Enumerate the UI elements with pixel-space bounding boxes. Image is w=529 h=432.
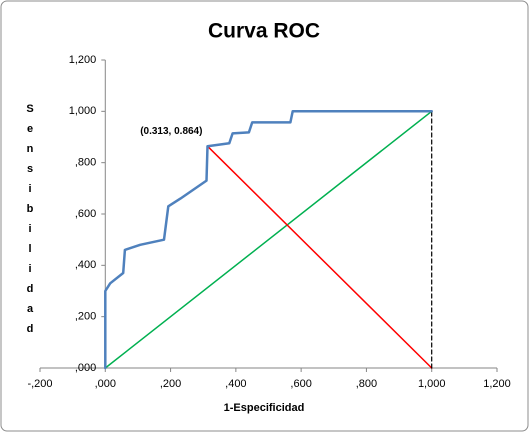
y-axis-title: Sensibilidad <box>24 103 36 343</box>
annotation: (0.313, 0.864) <box>140 126 202 137</box>
x-tick-label: 1,000 <box>418 378 446 390</box>
plot-area: ,000 ,200 ,400 ,600 ,800 1,000 1,200 -,200 ,000,… <box>27 54 510 390</box>
chart-title: Curva ROC <box>208 20 320 43</box>
series-line <box>104 110 433 369</box>
x-tick-label: ,400 <box>225 378 246 390</box>
y-tick-label: ,000 <box>75 362 96 374</box>
x-tick-label: ,000 <box>95 378 116 390</box>
y-tick-label: ,200 <box>75 311 96 323</box>
x-axis-title: 1-Especificidad <box>224 402 305 414</box>
y-tick-label: ,400 <box>75 259 96 271</box>
x-tick-label: ,800 <box>356 378 377 390</box>
x-tick-label: ,200 <box>160 378 181 390</box>
x-tick-label: ,600 <box>290 378 311 390</box>
y-tick-label: 1,200 <box>69 54 97 66</box>
y-tick-label: 1,000 <box>69 105 97 117</box>
series-line <box>206 145 433 369</box>
x-tick-label: 1,200 <box>483 378 511 390</box>
x-tick-label: -,200 <box>27 378 52 390</box>
series-line <box>104 110 433 370</box>
y-tick-label: ,600 <box>75 208 96 220</box>
y-tick-label: ,800 <box>75 157 96 169</box>
